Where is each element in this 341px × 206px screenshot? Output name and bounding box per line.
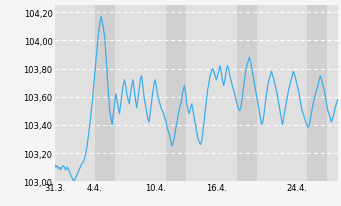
Bar [338,6,341,181]
Bar [85,6,95,181]
Bar [135,6,146,181]
Bar [317,6,327,181]
Bar [196,6,206,181]
Bar [257,6,267,181]
Bar [277,6,287,181]
Bar [146,6,155,181]
Bar [267,6,277,181]
Bar [65,6,75,181]
Bar [297,6,307,181]
Bar [95,6,105,181]
Bar [327,6,338,181]
Bar [155,6,166,181]
Bar [115,6,125,181]
Bar [237,6,247,181]
Bar [75,6,85,181]
Bar [226,6,237,181]
Bar [166,6,176,181]
Bar [247,6,257,181]
Bar [186,6,196,181]
Bar [206,6,216,181]
Bar [176,6,186,181]
Bar [216,6,226,181]
Bar [287,6,297,181]
Bar [55,6,65,181]
Bar [105,6,115,181]
Bar [125,6,135,181]
Bar [307,6,317,181]
